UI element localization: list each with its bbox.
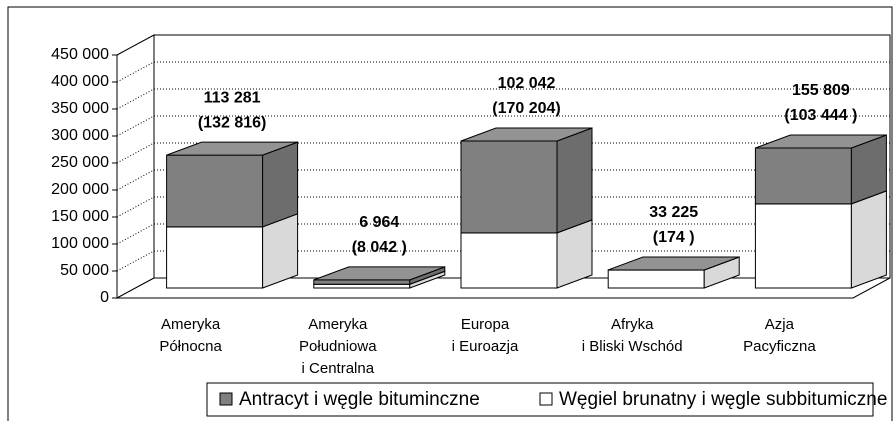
legend-swatch <box>219 392 233 406</box>
bar-top <box>460 127 593 142</box>
bar-top <box>313 266 445 281</box>
y-tick-label: 50 000 <box>60 262 109 279</box>
bar-top <box>608 256 740 271</box>
data-label: 33 225 <box>649 204 698 221</box>
grid-line <box>116 142 155 164</box>
data-label: 113 281 <box>204 89 261 106</box>
x-tick-label: Południowa <box>299 338 377 355</box>
x-tick-label: Pacyficzna <box>743 338 816 355</box>
y-tick-label: 450 000 <box>51 46 109 63</box>
x-tick-label: i Centralna <box>302 360 375 377</box>
x-tick-label: Ameryka <box>308 316 368 333</box>
bar-side <box>850 190 887 289</box>
grid-line <box>116 250 155 272</box>
y-tick-label: 400 000 <box>51 73 109 90</box>
bar-side <box>262 141 299 228</box>
y-tick-label: 350 000 <box>51 100 109 117</box>
bar-front <box>460 140 558 234</box>
legend-swatch <box>539 392 553 406</box>
data-label: (103 444 ) <box>784 107 857 124</box>
bar-top <box>755 134 887 149</box>
y-tick-label: 100 000 <box>51 235 109 252</box>
bar-side <box>556 127 593 234</box>
y-tick-label: 150 000 <box>51 208 109 225</box>
x-tick-label: Afryka <box>611 316 654 333</box>
bar-front <box>754 203 852 289</box>
bar-front <box>460 232 558 289</box>
chart-frame <box>7 6 893 421</box>
data-label: 155 809 <box>792 82 850 99</box>
grid-line <box>116 61 155 83</box>
data-label: (174 ) <box>653 229 695 246</box>
bar-front <box>607 269 705 289</box>
data-label: 6 964 <box>359 214 399 231</box>
bar-front <box>313 279 411 285</box>
grid-line <box>116 88 155 110</box>
x-tick-label: Europa <box>461 316 510 333</box>
bar-front <box>754 147 852 205</box>
legend-label: Węgiel brunatny i węgle subbitumiczne <box>559 389 887 410</box>
y-tick-label: 250 000 <box>51 154 109 171</box>
bar-front <box>313 283 411 289</box>
grid-line <box>116 223 155 245</box>
data-label: 102 042 <box>498 75 556 92</box>
data-label: (132 816) <box>198 114 267 131</box>
grid-line <box>116 169 155 191</box>
x-tick-label: Północna <box>159 338 222 355</box>
y-tick-label: 200 000 <box>51 181 109 198</box>
legend-label: Antracyt i węgle bituminczne <box>239 389 480 410</box>
data-label: (8 042 ) <box>352 239 407 256</box>
y-tick-label: 0 <box>100 289 109 306</box>
data-label: (170 204) <box>492 100 561 117</box>
y-tick-label: 300 000 <box>51 127 109 144</box>
side-wall <box>116 34 155 299</box>
bar-top <box>166 141 298 156</box>
x-tick-label: Azja <box>765 316 795 333</box>
x-tick-label: i Bliski Wschód <box>582 338 683 355</box>
grid-line <box>116 196 155 218</box>
x-tick-label: Ameryka <box>161 316 221 333</box>
grid-line <box>116 34 155 56</box>
bar-front <box>166 226 264 289</box>
grid-line <box>116 115 155 137</box>
x-tick-label: i Euroazja <box>452 338 519 355</box>
bar-front <box>166 154 264 228</box>
